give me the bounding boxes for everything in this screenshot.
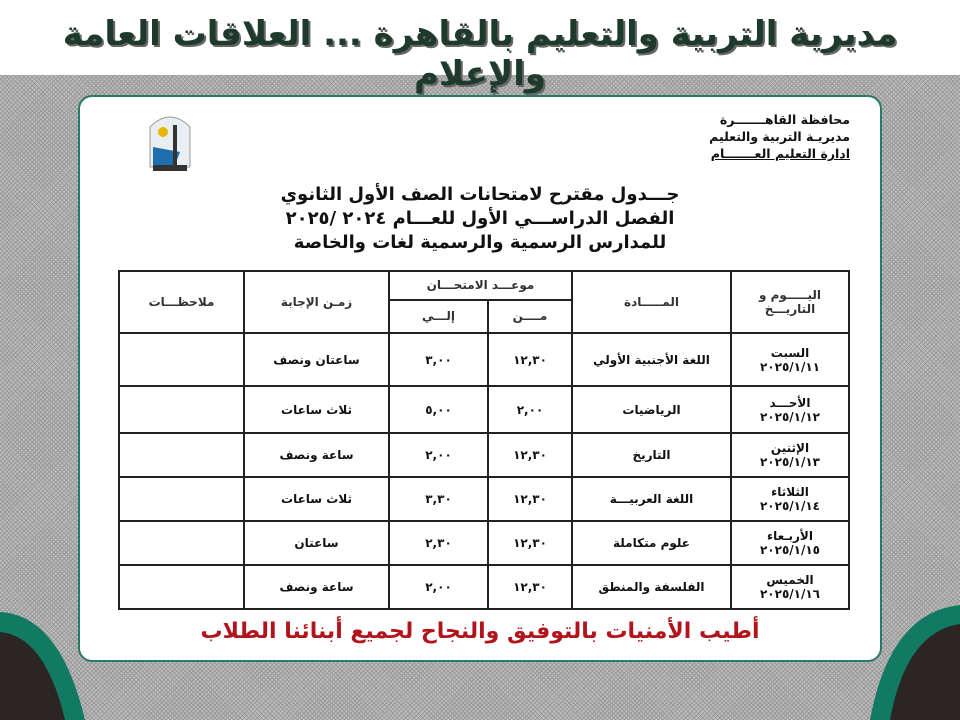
day-name: الإثنين [770,441,810,455]
document-card: محافظة القاهـــــــرة مديريـة التربية وا… [78,95,882,662]
date: ٢٠٢٥/١/١٣ [759,455,821,469]
cell-duration: ساعة ونصف [243,432,390,478]
org-line: ادارة التعليم العـــــــام [710,146,850,161]
date: ٢٠٢٥/١/١٦ [759,587,821,601]
cell-duration: ثلاث ساعات [243,476,390,522]
cell-day: الإثنين ٢٠٢٥/١/١٣ [730,432,850,478]
cell-subject: اللغة العربيـــة [571,476,732,522]
cell-notes [118,564,245,610]
cell-notes [118,432,245,478]
cell-to: ٣,٠٠ [388,332,489,387]
cell-duration: ساعة ونصف [243,564,390,610]
decorative-shape-left-inner [0,632,65,720]
date: ٢٠٢٥/١/١١ [759,359,821,374]
header-day: اليـــــوم و التاريـــخ [730,270,850,334]
cell-subject: اللغة الأجنبية الأولي [571,332,732,387]
ministry-logo [135,107,205,187]
organization-header: محافظة القاهـــــــرة مديريـة التربية وا… [709,111,850,162]
footer-wishes: أطيب الأمنيات بالتوفيق والنجاح لجميع أبن… [200,619,760,644]
cell-notes [118,476,245,522]
cell-from: ١٢,٣٠ [487,476,573,522]
table-row: السبت ٢٠٢٥/١/١١ اللغة الأجنبية الأولي ١٢,٣٠… [118,332,850,387]
decorative-shape-right-inner [890,624,960,720]
cell-day: الأربـعاء ٢٠٢٥/١/١٥ [730,520,850,566]
day-name: الأحـــد [769,395,811,410]
header-exam-time: موعـــد الامتحـــان [388,270,573,301]
cell-to: ٥,٠٠ [388,385,489,434]
cell-from: ٢,٠٠ [487,385,573,434]
cell-from: ١٢,٣٠ [487,332,573,387]
cell-notes [118,520,245,566]
cell-subject: التاريخ [571,432,732,478]
cell-to: ٣,٣٠ [388,476,489,522]
banner-background [0,0,960,75]
cell-subject: علوم متكاملة [571,520,732,566]
cell-notes [118,385,245,434]
day-name: الأربـعاء [767,529,813,543]
heading-line: جـــدول مقترح لامتحانات الصف الأول الثان… [280,184,680,205]
heading-line: للمدارس الرسمية والرسمية لغات والخاصة [293,232,667,253]
table-row: الخميس ٢٠٢٥/١/١٦ الفلسفة والمنطق ١٢,٣٠ ٢,٠٠ س… [118,564,850,610]
day-name: الثلاثاء [771,485,809,499]
cell-duration: ساعتان [243,520,390,566]
cell-subject: الفلسفة والمنطق [571,564,732,610]
banner-title: مديرية التربية والتعليم بالقاهرة ... الع… [62,14,898,94]
table-row: الأحـــد ٢٠٢٥/١/١٢ الرياضيات ٢,٠٠ ٥,٠٠ ثلاث س… [118,385,850,434]
date: ٢٠٢٥/١/١٤ [759,499,821,513]
date: ٢٠٢٥/١/١٢ [759,409,821,424]
cell-day: الأحـــد ٢٠٢٥/١/١٢ [730,385,850,434]
cell-subject: الرياضيات [571,385,732,434]
heading-line: الفصل الدراســـي الأول للعـــام ٢٠٢٤ /٢٠… [285,208,675,229]
cell-day: السبت ٢٠٢٥/١/١١ [730,332,850,387]
org-line: مديريـة التربية والتعليم [709,129,850,144]
table-row: الأربـعاء ٢٠٢٥/١/١٥ علوم متكاملة ١٢,٣٠ ٢,٣٠ س… [118,520,850,566]
cell-to: ٢,٠٠ [388,432,489,478]
day-name: الخميس [766,573,814,587]
date: ٢٠٢٥/١/١٥ [759,543,821,557]
cell-to: ٢,٣٠ [388,520,489,566]
exam-schedule-table: اليـــــوم و التاريـــخ المـــــادة موعـ… [118,270,850,610]
cell-from: ١٢,٣٠ [487,520,573,566]
day-name: السبت [770,345,810,360]
table-row: الثلاثاء ٢٠٢٥/١/١٤ اللغة العربيـــة ١٢,٣٠ ٣,… [118,476,850,522]
cell-from: ١٢,٣٠ [487,432,573,478]
cell-duration: ثلاث ساعات [243,385,390,434]
header-subject: المـــــادة [571,270,732,334]
org-line: محافظة القاهـــــــرة [719,112,850,127]
header-to: إلـــي [388,298,489,335]
cell-to: ٢,٠٠ [388,564,489,610]
cell-day: الثلاثاء ٢٠٢٥/١/١٤ [730,476,850,522]
header-notes: ملاحظـــات [118,270,245,334]
document-heading: جـــدول مقترح لامتحانات الصف الأول الثان… [80,183,880,255]
header-from: مــــن [487,298,573,335]
cell-notes [118,332,245,387]
cell-from: ١٢,٣٠ [487,564,573,610]
cell-day: الخميس ٢٠٢٥/١/١٦ [730,564,850,610]
cell-duration: ساعتان ونصف [243,332,390,387]
header-duration: زمـن الإجابة [243,270,390,334]
table-row: الإثنين ٢٠٢٥/١/١٣ التاريخ ١٢,٣٠ ٢,٠٠ ساعة ونص… [118,432,850,478]
